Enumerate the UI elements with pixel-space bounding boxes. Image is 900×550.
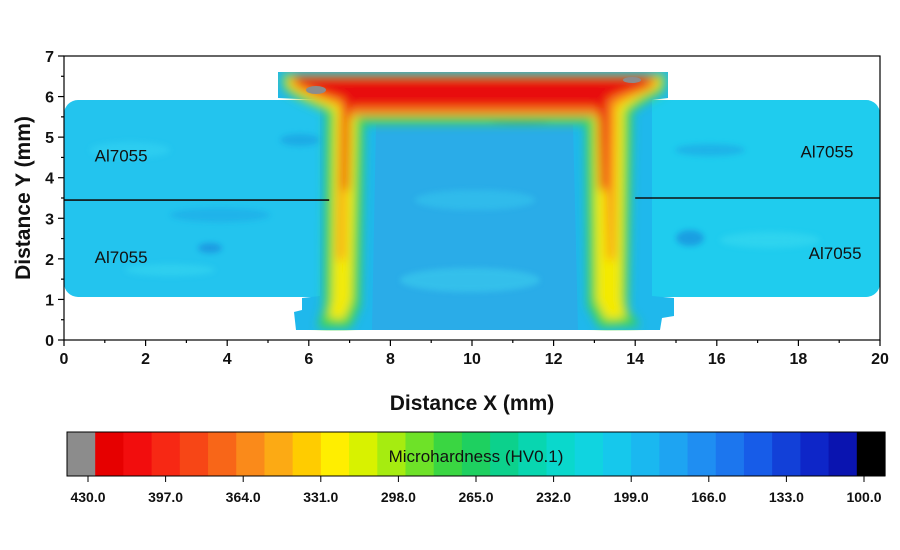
colorbar-swatch — [461, 432, 491, 476]
colorbar-swatch — [292, 432, 322, 476]
y-tick-label: 5 — [45, 130, 54, 147]
x-tick-label: 8 — [386, 351, 395, 368]
colorbar-swatch — [715, 432, 745, 476]
annotations: Al7055 Al7055 Al7055 Al7055 — [95, 142, 862, 266]
colorbar-swatch — [743, 432, 773, 476]
colorbar-tick-label: 166.0 — [691, 489, 726, 505]
colorbar-swatch — [377, 432, 407, 476]
x-tick-label: 14 — [626, 351, 644, 368]
mask-top — [64, 56, 880, 72]
colorbar-swatch — [659, 432, 689, 476]
colorbar-tick-label: 100.0 — [846, 489, 881, 505]
colorbar-tick-label: 199.0 — [614, 489, 649, 505]
y-tick-label: 3 — [45, 211, 54, 228]
mask-bottom — [64, 331, 880, 340]
colorbar-swatch — [574, 432, 604, 476]
colorbar-swatch — [264, 432, 294, 476]
hardness-map — [64, 56, 880, 340]
colorbar-swatch — [602, 432, 632, 476]
x-tick-label: 2 — [141, 351, 150, 368]
contour-red — [296, 76, 650, 190]
material-label: Al7055 — [800, 142, 853, 161]
x-tick-label: 4 — [223, 351, 232, 368]
colorbar-swatch — [828, 432, 858, 476]
y-axis-ticks: 0 1 2 3 4 5 6 7 — [45, 49, 64, 350]
x-axis-ticks: 0 2 4 6 8 10 12 14 16 18 20 — [60, 340, 889, 368]
colorbar-swatch — [95, 432, 125, 476]
material-label: Al7055 — [95, 146, 148, 165]
colorbar-swatch — [546, 432, 576, 476]
colorbar-swatch — [772, 432, 801, 476]
y-axis-label: Distance Y (mm) — [12, 116, 35, 280]
colorbar-swatch — [631, 432, 660, 476]
colorbar-swatch — [208, 432, 237, 476]
max-hardness-spot — [623, 77, 641, 83]
colorbar-swatch — [123, 432, 153, 476]
y-tick-label: 4 — [45, 171, 54, 188]
material-label: Al7055 — [809, 244, 862, 263]
colorbar-tick-label: 232.0 — [536, 489, 571, 505]
y-tick-label: 6 — [45, 90, 54, 107]
x-tick-label: 10 — [463, 351, 481, 368]
colorbar-tick-label: 133.0 — [769, 489, 804, 505]
colorbar-swatch — [800, 432, 830, 476]
max-hardness-spot — [306, 86, 326, 94]
colorbar-swatch — [179, 432, 209, 476]
colorbar-swatch — [405, 432, 435, 476]
x-tick-label: 18 — [790, 351, 808, 368]
y-tick-label: 2 — [45, 252, 54, 269]
colorbar-swatch — [151, 432, 181, 476]
x-tick-label: 20 — [871, 351, 889, 368]
colorbar-swatch — [490, 432, 519, 476]
x-axis-label: Distance X (mm) — [390, 392, 555, 415]
x-tick-label: 16 — [708, 351, 726, 368]
material-label: Al7055 — [95, 248, 148, 267]
colorbar-ticks: 430.0 397.0 364.0 331.0 298.0 265.0 232.0 199.0… — [70, 476, 882, 505]
colorbar-tick-label: 265.0 — [458, 489, 493, 505]
colorbar-swatch — [320, 432, 350, 476]
y-tick-label: 1 — [45, 292, 54, 309]
x-tick-label: 0 — [60, 351, 69, 368]
x-tick-label: 12 — [545, 351, 563, 368]
inner-core-region — [372, 124, 578, 330]
y-tick-label: 0 — [45, 333, 54, 350]
interface-lines — [64, 197, 880, 201]
y-tick-label: 7 — [45, 49, 54, 66]
colorbar-tick-label: 331.0 — [303, 489, 338, 505]
x-tick-label: 6 — [304, 351, 313, 368]
hot-zone — [282, 74, 666, 328]
colorbar — [67, 432, 886, 476]
colorbar-title: Microhardness (HV0.1) — [389, 447, 564, 466]
colorbar-tick-label: 430.0 — [70, 489, 105, 505]
colorbar-tick-label: 298.0 — [381, 489, 416, 505]
colorbar-swatch — [687, 432, 717, 476]
colorbar-swatch — [349, 432, 378, 476]
colorbar-swatch — [67, 432, 96, 476]
colorbar-swatch — [856, 432, 886, 476]
colorbar-tick-label: 364.0 — [226, 489, 261, 505]
colorbar-tick-label: 397.0 — [148, 489, 183, 505]
colorbar-swatch — [433, 432, 463, 476]
colorbar-swatch — [518, 432, 548, 476]
colorbar-swatch — [236, 432, 266, 476]
